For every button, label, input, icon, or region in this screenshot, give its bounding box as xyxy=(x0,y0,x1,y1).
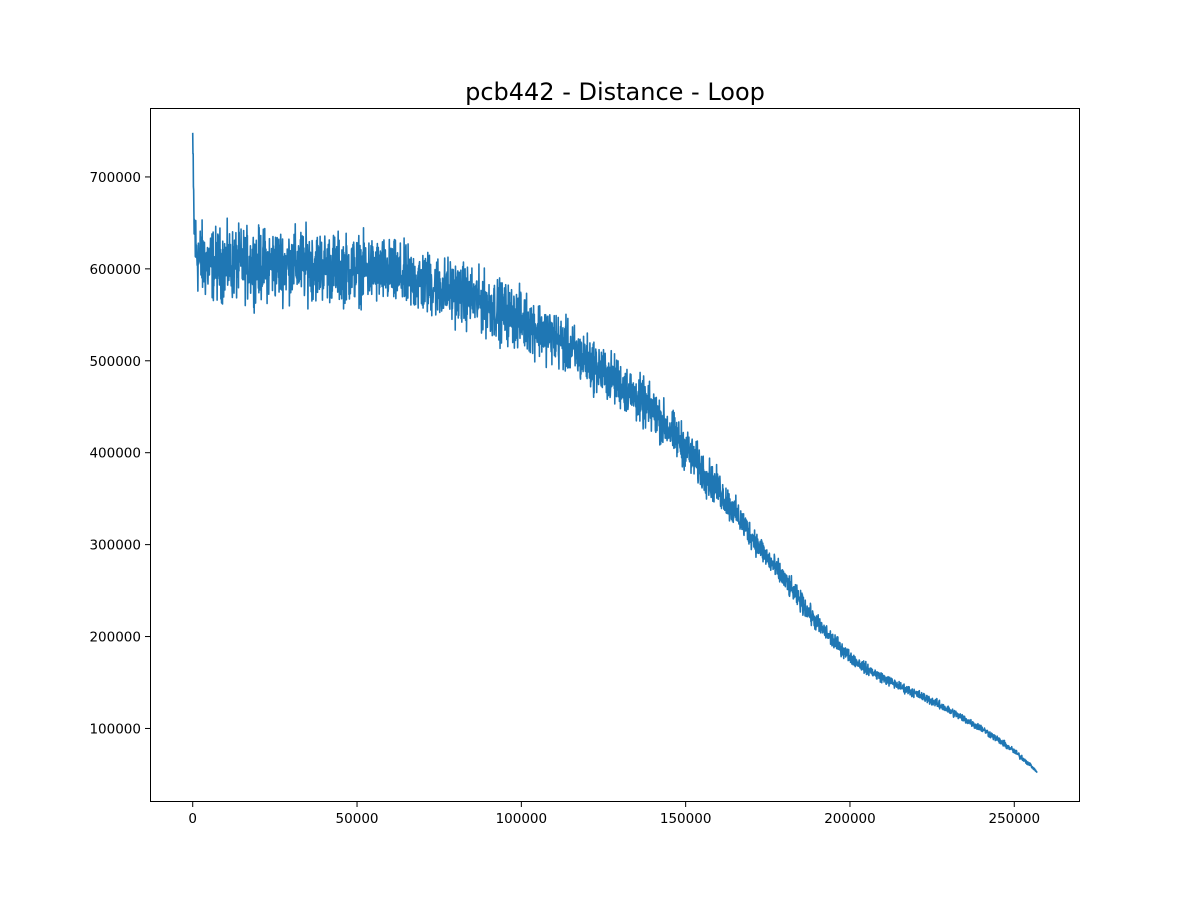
series-line xyxy=(191,132,1038,774)
y-tick-label: 600000 xyxy=(89,262,141,278)
x-tick-label: 50000 xyxy=(336,811,379,827)
x-tick-label: 250000 xyxy=(989,811,1041,827)
y-tick-label: 100000 xyxy=(89,721,141,737)
chart-title: pcb442 - Distance - Loop xyxy=(465,78,765,106)
axes-frame xyxy=(150,108,1080,802)
x-tick-label: 150000 xyxy=(660,811,712,827)
y-tick-label: 700000 xyxy=(89,170,141,186)
x-tick-label: 200000 xyxy=(824,811,876,827)
x-tick-label: 100000 xyxy=(496,811,548,827)
x-axis: 0 50000 100000 150000 200000 250000 xyxy=(188,802,1040,827)
y-tick-label: 300000 xyxy=(89,538,141,554)
x-tick-label: 0 xyxy=(188,811,197,827)
y-tick-label: 500000 xyxy=(89,354,141,370)
y-tick-label: 200000 xyxy=(89,630,141,646)
y-tick-label: 400000 xyxy=(89,446,141,462)
plot-area xyxy=(191,132,1038,774)
y-axis: 100000 200000 300000 400000 500000 600000 7000… xyxy=(89,170,150,737)
